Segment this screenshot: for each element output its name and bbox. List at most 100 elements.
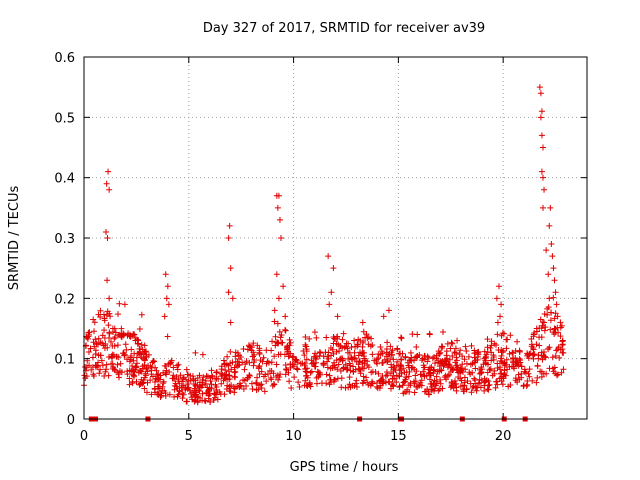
x-tick-label: 20 <box>495 429 512 444</box>
data-point <box>180 391 187 398</box>
data-point <box>395 362 402 369</box>
data-point <box>378 348 385 355</box>
data-point <box>546 295 553 302</box>
data-point <box>525 355 532 362</box>
data-point <box>455 373 462 380</box>
data-point <box>286 353 293 360</box>
data-point <box>499 330 506 337</box>
data-point <box>493 295 500 302</box>
data-point <box>547 317 554 324</box>
data-point <box>135 340 142 347</box>
data-point <box>490 356 497 363</box>
data-point <box>471 375 478 382</box>
data-point <box>347 384 354 391</box>
data-point <box>504 336 511 343</box>
data-point <box>506 363 513 370</box>
data-point <box>377 377 384 384</box>
chart-title: Day 327 of 2017, SRMTID for receiver av3… <box>203 21 485 36</box>
data-point <box>311 329 318 336</box>
data-point <box>278 235 285 241</box>
data-point <box>546 222 553 229</box>
data-point <box>402 354 409 361</box>
data-point <box>114 361 121 368</box>
data-point <box>131 331 138 338</box>
data-point <box>313 356 320 363</box>
data-point <box>346 374 353 381</box>
data-point <box>526 373 533 380</box>
data-point <box>153 367 160 374</box>
data-point <box>449 367 456 374</box>
data-point <box>338 384 345 391</box>
data-point <box>165 361 172 368</box>
data-point <box>232 349 239 356</box>
data-point <box>313 374 320 381</box>
data-point <box>246 371 253 378</box>
data-point <box>461 387 468 394</box>
data-point <box>557 333 564 340</box>
data-point <box>355 336 362 343</box>
data-point <box>373 383 380 390</box>
data-point <box>105 354 112 361</box>
y-tick-label: 0.3 <box>54 232 75 247</box>
data-point <box>461 356 468 363</box>
data-point <box>470 383 477 390</box>
data-point <box>486 381 493 388</box>
data-point <box>175 361 182 368</box>
data-point <box>324 358 331 365</box>
data-point <box>115 311 122 318</box>
data-point <box>408 357 415 364</box>
data-point <box>383 349 390 356</box>
data-point <box>313 380 320 387</box>
data-point <box>403 369 410 376</box>
data-point <box>200 374 207 381</box>
data-point <box>380 313 387 320</box>
data-point <box>536 342 543 349</box>
data-point <box>273 361 280 368</box>
data-point <box>495 283 502 290</box>
data-point <box>498 370 505 377</box>
data-point <box>442 357 449 364</box>
data-point <box>109 325 116 332</box>
data-point <box>443 358 450 365</box>
data-point <box>530 344 537 351</box>
data-point <box>317 349 324 356</box>
data-point <box>493 378 500 385</box>
data-point <box>494 319 501 326</box>
data-point <box>515 362 522 369</box>
data-point <box>168 357 175 364</box>
data-point <box>471 354 478 361</box>
data-point <box>91 328 98 335</box>
data-point <box>151 386 158 393</box>
data-point <box>371 357 378 364</box>
data-point <box>397 334 404 341</box>
data-point <box>157 372 164 379</box>
data-point <box>454 337 461 344</box>
data-point <box>183 398 190 405</box>
data-point <box>461 382 468 389</box>
data-point <box>276 216 283 223</box>
data-point <box>109 355 116 362</box>
data-point <box>356 358 363 365</box>
data-point <box>360 353 367 360</box>
data-point <box>520 382 527 389</box>
data-point <box>377 344 384 351</box>
data-point <box>161 313 168 320</box>
data-point <box>454 364 461 371</box>
data-point <box>549 354 556 361</box>
data-point <box>122 341 129 348</box>
y-tick-label: 0.4 <box>54 172 75 187</box>
data-point <box>283 366 290 373</box>
data-point <box>228 366 235 373</box>
data-point <box>430 370 437 377</box>
data-point <box>501 330 508 337</box>
data-point <box>547 326 554 333</box>
data-point <box>453 384 460 391</box>
data-point <box>85 333 92 340</box>
data-point <box>103 228 110 235</box>
data-point <box>89 354 96 361</box>
ticks <box>83 56 587 420</box>
data-point <box>290 361 297 368</box>
data-point <box>414 384 421 391</box>
data-point <box>516 355 523 362</box>
data-point <box>331 376 338 383</box>
